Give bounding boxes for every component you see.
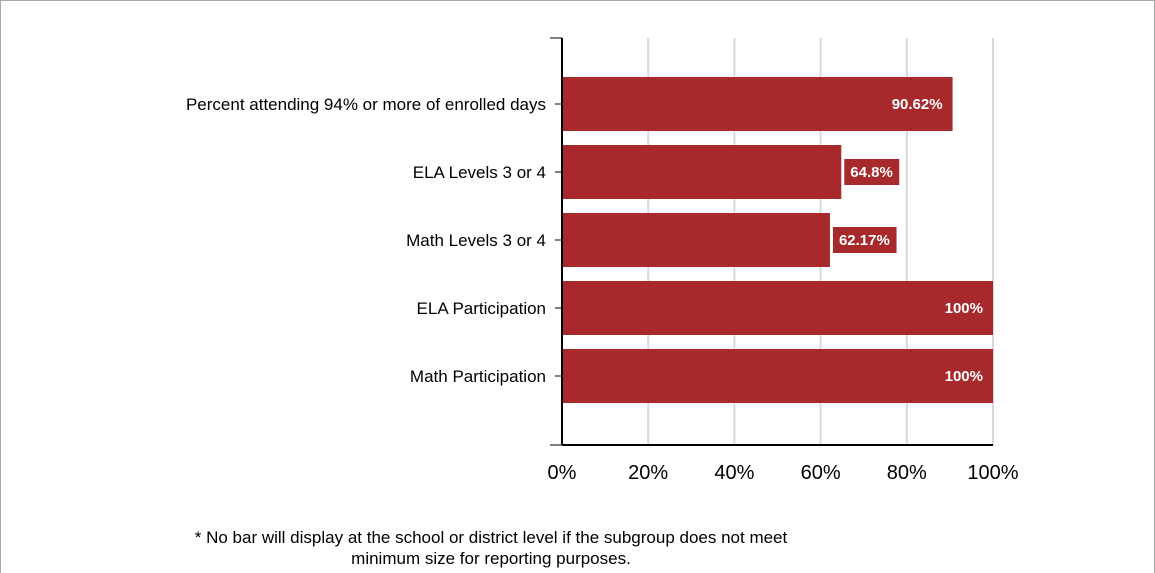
x-tick-label: 100% [967, 462, 1018, 484]
category-label: ELA Levels 3 or 4 [413, 163, 546, 182]
footnote: * No bar will display at the school or d… [121, 527, 861, 569]
bar-value-label: 100% [945, 300, 983, 317]
x-tick-label: 0% [548, 462, 577, 484]
x-tick-label: 40% [714, 462, 754, 484]
bar [562, 281, 993, 335]
x-tick-label: 80% [887, 462, 927, 484]
bar-value-label: 64.8% [850, 164, 893, 181]
footnote-line-2: minimum size for reporting purposes. [351, 549, 631, 568]
bar-value-label-box [844, 159, 900, 185]
bar-value-label-box [832, 227, 897, 253]
x-tick-label: 60% [801, 462, 841, 484]
bar [562, 145, 842, 199]
bar-chart: 90.62% Percent attending 94% or more of e… [186, 37, 1019, 484]
bar-value-label: 100% [945, 368, 983, 385]
bar [562, 213, 830, 267]
footnote-line-1: * No bar will display at the school or d… [194, 528, 788, 547]
category-label: Math Levels 3 or 4 [406, 231, 546, 250]
x-tick-label: 20% [628, 462, 668, 484]
bar-value-label: 62.17% [839, 232, 890, 249]
bar-value-label: 90.62% [892, 96, 943, 113]
bar [562, 77, 953, 131]
category-label: Percent attending 94% or more of enrolle… [186, 95, 546, 114]
category-label: ELA Participation [417, 299, 546, 318]
bar [562, 349, 993, 403]
category-label: Math Participation [410, 367, 546, 386]
